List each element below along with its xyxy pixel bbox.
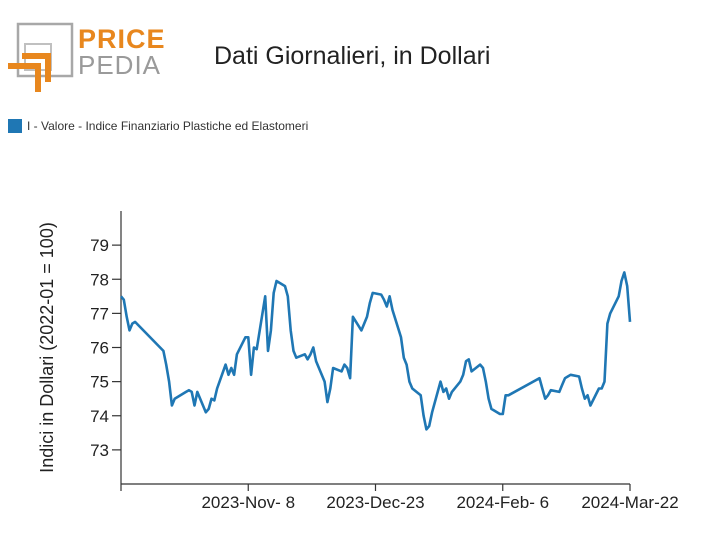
- x-axis: 2023-Nov- 8 2023-Dec-23 2024-Feb- 6 2024-Ma…: [120, 483, 679, 512]
- logo-word-price: PRICE: [78, 24, 166, 54]
- chart-title: Dati Giornalieri, in Dollari: [214, 42, 491, 70]
- y-axis-title: Indici in Dollari (2022-01 = 100): [37, 222, 57, 473]
- y-tick-label: 74: [90, 407, 109, 426]
- y-axis: 73 74 75 76 77 78 79: [90, 211, 122, 484]
- y-tick-label: 75: [90, 373, 109, 392]
- x-tick-label: 2024-Mar-22: [581, 493, 678, 512]
- y-tick-label: 79: [90, 236, 109, 255]
- legend: I - Valore - Indice Finanziario Plastich…: [8, 119, 308, 133]
- logo-word-pedia: PEDIA: [78, 50, 162, 80]
- y-tick-label: 78: [90, 270, 109, 289]
- x-tick-label: 2023-Dec-23: [326, 493, 424, 512]
- series-line: [119, 271, 632, 431]
- x-tick-label: 2023-Nov- 8: [201, 493, 295, 512]
- x-tick-label: 2024-Feb- 6: [456, 493, 549, 512]
- legend-label: I - Valore - Indice Finanziario Plastich…: [27, 119, 309, 133]
- pricepedia-logo: [8, 22, 158, 92]
- y-tick-label: 77: [90, 304, 109, 323]
- y-tick-label: 76: [90, 339, 109, 358]
- legend-swatch: [8, 119, 22, 133]
- logo-mark-icon: [8, 22, 74, 92]
- y-tick-label: 73: [90, 441, 109, 460]
